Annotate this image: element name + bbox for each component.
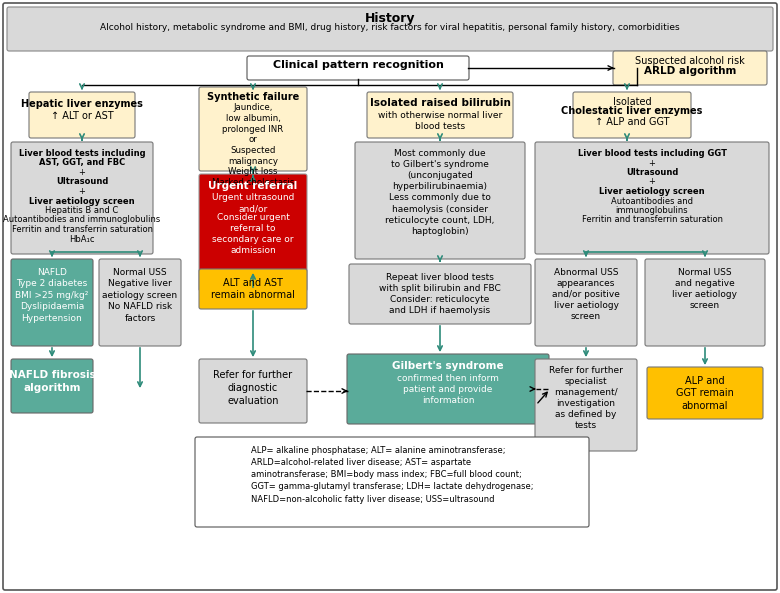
FancyBboxPatch shape — [99, 259, 181, 346]
FancyBboxPatch shape — [11, 142, 153, 254]
Text: Hepatic liver enzymes: Hepatic liver enzymes — [21, 99, 143, 109]
FancyBboxPatch shape — [199, 174, 307, 291]
Text: Refer for further
diagnostic
evaluation: Refer for further diagnostic evaluation — [214, 370, 292, 406]
FancyBboxPatch shape — [199, 359, 307, 423]
Text: NAFLD
Type 2 diabetes
BMI >25 mg/kg²
Dyslipidaemia
Hypertension: NAFLD Type 2 diabetes BMI >25 mg/kg² Dys… — [16, 268, 89, 323]
Text: +: + — [648, 177, 655, 187]
Text: NAFLD fibrosis
algorithm: NAFLD fibrosis algorithm — [9, 370, 95, 393]
FancyBboxPatch shape — [613, 51, 767, 85]
Text: +: + — [648, 158, 655, 167]
Text: Urgent ultrasound
and/or: Urgent ultrasound and/or — [212, 193, 294, 213]
Text: Gilbert's syndrome: Gilbert's syndrome — [392, 361, 504, 371]
Text: with otherwise normal liver
blood tests: with otherwise normal liver blood tests — [378, 111, 502, 131]
Text: Jaundice,
low albumin,
prolonged INR
or
Suspected
malignancy
Weight loss
Marked : Jaundice, low albumin, prolonged INR or … — [212, 103, 294, 187]
Text: Suspected alcohol risk: Suspected alcohol risk — [635, 56, 745, 66]
FancyBboxPatch shape — [195, 437, 589, 527]
Text: Liver blood tests including GGT: Liver blood tests including GGT — [577, 149, 726, 158]
Text: ARLD algorithm: ARLD algorithm — [644, 66, 736, 76]
FancyBboxPatch shape — [367, 92, 513, 138]
FancyBboxPatch shape — [347, 354, 549, 424]
Text: ↑ ALT or AST: ↑ ALT or AST — [51, 111, 113, 121]
Text: AST, GGT, and FBC: AST, GGT, and FBC — [39, 158, 125, 167]
Text: immunoglobulins: immunoglobulins — [615, 206, 688, 215]
Text: ↑ ALP and GGT: ↑ ALP and GGT — [594, 117, 669, 127]
Text: Normal USS
Negative liver
aetiology screen
No NAFLD risk
factors: Normal USS Negative liver aetiology scre… — [102, 268, 178, 323]
Text: Alcohol history, metabolic syndrome and BMI, drug history, risk factors for vira: Alcohol history, metabolic syndrome and … — [100, 23, 680, 32]
FancyBboxPatch shape — [535, 259, 637, 346]
FancyBboxPatch shape — [535, 142, 769, 254]
FancyBboxPatch shape — [247, 56, 469, 80]
FancyBboxPatch shape — [573, 92, 691, 138]
Text: Hepatitis B and C: Hepatitis B and C — [45, 206, 119, 215]
Text: Liver aetiology screen: Liver aetiology screen — [29, 196, 135, 206]
Text: HbA₁c: HbA₁c — [69, 234, 94, 244]
FancyBboxPatch shape — [7, 7, 773, 51]
FancyBboxPatch shape — [647, 367, 763, 419]
Text: History: History — [365, 12, 415, 25]
Text: Ultrasound: Ultrasound — [56, 177, 108, 187]
FancyBboxPatch shape — [199, 269, 307, 309]
Text: Autoantibodies and: Autoantibodies and — [611, 196, 693, 206]
Text: ALT and AST
remain abnormal: ALT and AST remain abnormal — [211, 278, 295, 301]
Text: +: + — [79, 187, 86, 196]
Text: +: + — [79, 168, 86, 177]
Text: Ferritin and transferrin saturation: Ferritin and transferrin saturation — [582, 215, 722, 225]
FancyBboxPatch shape — [645, 259, 765, 346]
Text: Cholestatic liver enzymes: Cholestatic liver enzymes — [562, 106, 703, 116]
Text: Autoantibodies and immunoglobulins: Autoantibodies and immunoglobulins — [3, 215, 161, 225]
Text: confirmed then inform
patient and provide
information: confirmed then inform patient and provid… — [397, 374, 499, 405]
Text: Ultrasound: Ultrasound — [626, 168, 678, 177]
FancyBboxPatch shape — [355, 142, 525, 259]
FancyBboxPatch shape — [11, 359, 93, 413]
Text: Urgent referral: Urgent referral — [208, 181, 298, 191]
Text: ALP and
GGT remain
abnormal: ALP and GGT remain abnormal — [676, 376, 734, 411]
Text: Isolated: Isolated — [612, 97, 651, 107]
FancyBboxPatch shape — [199, 87, 307, 171]
Text: Liver blood tests including: Liver blood tests including — [19, 149, 145, 158]
Text: Clinical pattern recognition: Clinical pattern recognition — [272, 60, 444, 70]
Text: Most commonly due
to Gilbert's syndrome
(unconjugated
hyperbilirubinaemia)
Less : Most commonly due to Gilbert's syndrome … — [385, 149, 495, 235]
Text: Synthetic failure: Synthetic failure — [207, 92, 299, 102]
FancyBboxPatch shape — [11, 259, 93, 346]
FancyBboxPatch shape — [349, 264, 531, 324]
FancyBboxPatch shape — [3, 3, 777, 590]
Text: ALP= alkaline phosphatase; ALT= alanine aminotransferase;
ARLD=alcohol-related l: ALP= alkaline phosphatase; ALT= alanine … — [250, 446, 534, 503]
FancyBboxPatch shape — [535, 359, 637, 451]
Text: Consider urgent
referral to
secondary care or
admission: Consider urgent referral to secondary ca… — [212, 213, 294, 256]
Text: Isolated raised bilirubin: Isolated raised bilirubin — [370, 98, 510, 108]
Text: Repeat liver blood tests
with split bilirubin and FBC
Consider: reticulocyte
and: Repeat liver blood tests with split bili… — [379, 273, 501, 315]
Text: Liver aetiology screen: Liver aetiology screen — [599, 187, 705, 196]
FancyBboxPatch shape — [29, 92, 135, 138]
Text: Refer for further
specialist
management/
investigation
as defined by
tests: Refer for further specialist management/… — [549, 366, 623, 431]
Text: Abnormal USS
appearances
and/or positive
liver aetiology
screen: Abnormal USS appearances and/or positive… — [552, 268, 620, 321]
Text: Ferritin and transferrin saturation: Ferritin and transferrin saturation — [12, 225, 153, 234]
Text: Normal USS
and negative
liver aetiology
screen: Normal USS and negative liver aetiology … — [672, 268, 738, 310]
